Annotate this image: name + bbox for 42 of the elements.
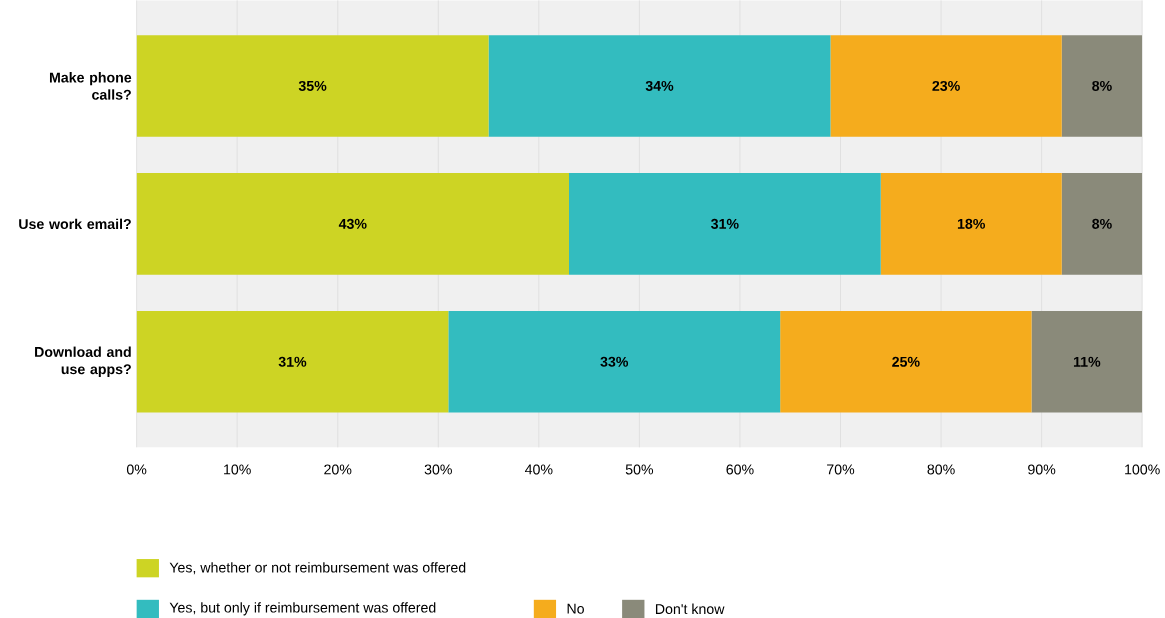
bar [569, 173, 881, 275]
x-tick-label: 20% [324, 464, 352, 475]
legend-label: Don't know [655, 603, 725, 615]
x-tick-label: 0% [126, 464, 147, 475]
bar [830, 35, 1062, 137]
bar [136, 173, 569, 275]
bar [136, 35, 489, 137]
y-tick-label: Make phone calls? [49, 72, 132, 100]
bar [488, 35, 831, 137]
data-label: 8% [1092, 80, 1112, 91]
bar [880, 173, 1062, 275]
legend-label: No [567, 603, 584, 614]
y-tick-label: Use work email? [19, 218, 131, 230]
bar [1061, 35, 1143, 137]
x-tick-label: 100% [1125, 464, 1160, 475]
data-label: 25% [892, 356, 920, 367]
data-label: 23% [932, 80, 960, 91]
data-label: 34% [645, 80, 674, 91]
data-label: 43% [338, 218, 367, 229]
data-label: 31% [278, 356, 307, 367]
x-tick-label: 90% [1028, 464, 1056, 475]
y-tick-label: Download and use apps? [35, 346, 131, 378]
data-label: 8% [1092, 218, 1112, 229]
bar [448, 311, 781, 413]
bar [1061, 173, 1143, 275]
x-tick-label: 60% [726, 464, 754, 475]
x-tick-label: 40% [524, 464, 553, 475]
x-tick-label: 50% [625, 464, 654, 475]
data-label: 18% [957, 218, 986, 229]
x-tick-label: 10% [224, 464, 251, 475]
data-label: 35% [298, 80, 327, 91]
data-label: 31% [711, 218, 739, 229]
data-label: 11% [1073, 356, 1101, 367]
x-tick-label: 30% [424, 464, 452, 475]
legend-label: Yes, whether or not reimbursement was offered [169, 562, 466, 575]
legend-label: Yes, but only if reimbursement was offered [169, 602, 436, 616]
x-tick-label: 70% [827, 464, 855, 475]
bar [780, 311, 1032, 413]
x-tick-label: 80% [927, 464, 955, 475]
bar [1031, 311, 1143, 413]
data-label: 33% [600, 356, 629, 367]
bar [136, 311, 449, 413]
